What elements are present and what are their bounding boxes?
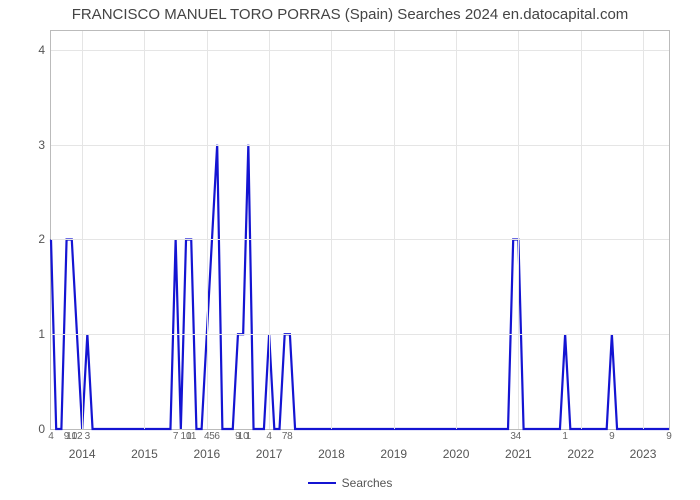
x-value-label: 6 (214, 431, 220, 442)
x-tick-label: 2021 (505, 447, 532, 461)
grid-line-v (394, 31, 395, 429)
x-value-label: 9 (609, 431, 615, 442)
x-tick-label: 2023 (630, 447, 657, 461)
grid-line-v (456, 31, 457, 429)
legend-swatch (308, 482, 336, 484)
x-tick-label: 2016 (193, 447, 220, 461)
y-tick-label: 3 (38, 138, 45, 152)
grid-line-v (643, 31, 644, 429)
y-tick-label: 1 (38, 327, 45, 341)
y-tick-label: 4 (38, 43, 45, 57)
grid-line-v (207, 31, 208, 429)
legend-label: Searches (342, 476, 393, 490)
x-tick-label: 2014 (69, 447, 96, 461)
y-tick-label: 2 (38, 232, 45, 246)
legend: Searches (0, 475, 700, 490)
x-tick-label: 2019 (380, 447, 407, 461)
chart-container: FRANCISCO MANUEL TORO PORRAS (Spain) Sea… (0, 0, 700, 500)
x-value-label: 8 (287, 431, 293, 442)
x-value-label: 4 (48, 431, 54, 442)
x-tick-label: 2020 (443, 447, 470, 461)
x-tick-label: 2015 (131, 447, 158, 461)
grid-line-v (269, 31, 270, 429)
grid-line-v (144, 31, 145, 429)
x-value-label: 12 (71, 431, 82, 442)
x-value-label: 9 (666, 431, 672, 442)
x-value-label: 1 (246, 431, 252, 442)
x-value-label: 1 (562, 431, 568, 442)
x-value-label: 4 (516, 431, 522, 442)
x-tick-label: 2018 (318, 447, 345, 461)
x-value-label: 11 (186, 431, 196, 442)
y-tick-label: 0 (38, 422, 45, 436)
x-value-label: 7 (173, 431, 179, 442)
x-tick-label: 2022 (567, 447, 594, 461)
x-value-label: 4 (266, 431, 272, 442)
plot-area: 0123420142015201620172018201920202021202… (50, 30, 670, 430)
grid-line-v (518, 31, 519, 429)
grid-line-v (331, 31, 332, 429)
x-value-label: 3 (85, 431, 91, 442)
grid-line-v (82, 31, 83, 429)
chart-title: FRANCISCO MANUEL TORO PORRAS (Spain) Sea… (0, 6, 700, 23)
x-tick-label: 2017 (256, 447, 283, 461)
grid-line-v (581, 31, 582, 429)
